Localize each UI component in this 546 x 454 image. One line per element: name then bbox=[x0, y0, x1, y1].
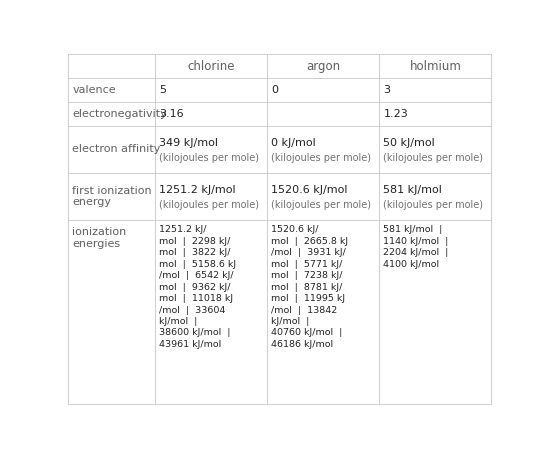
Text: (kilojoules per mole): (kilojoules per mole) bbox=[383, 200, 484, 210]
Text: 1520.6 kJ/
mol  |  2665.8 kJ
/mol  |  3931 kJ/
mol  |  5771 kJ/
mol  |  7238 kJ/: 1520.6 kJ/ mol | 2665.8 kJ /mol | 3931 k… bbox=[271, 226, 348, 349]
Text: chlorine: chlorine bbox=[187, 60, 235, 73]
Text: 581 kJ/mol  |
1140 kJ/mol  |
2204 kJ/mol  |
4100 kJ/mol: 581 kJ/mol | 1140 kJ/mol | 2204 kJ/mol |… bbox=[383, 226, 449, 269]
Text: ionization
energies: ionization energies bbox=[73, 227, 127, 249]
Text: 50 kJ/mol: 50 kJ/mol bbox=[383, 138, 435, 148]
Text: valence: valence bbox=[73, 85, 116, 95]
Text: first ionization
energy: first ionization energy bbox=[73, 186, 152, 207]
Text: (kilojoules per mole): (kilojoules per mole) bbox=[271, 200, 371, 210]
Text: (kilojoules per mole): (kilojoules per mole) bbox=[159, 153, 259, 163]
Text: 3.16: 3.16 bbox=[159, 109, 184, 119]
Text: 349 kJ/mol: 349 kJ/mol bbox=[159, 138, 218, 148]
Text: holmium: holmium bbox=[410, 60, 461, 73]
Text: 1251.2 kJ/mol: 1251.2 kJ/mol bbox=[159, 185, 236, 196]
Text: 1251.2 kJ/
mol  |  2298 kJ/
mol  |  3822 kJ/
mol  |  5158.6 kJ
/mol  |  6542 kJ/: 1251.2 kJ/ mol | 2298 kJ/ mol | 3822 kJ/… bbox=[159, 226, 236, 349]
Text: electronegativity: electronegativity bbox=[73, 109, 167, 119]
Text: 5: 5 bbox=[159, 85, 166, 95]
Text: argon: argon bbox=[306, 60, 340, 73]
Text: 0 kJ/mol: 0 kJ/mol bbox=[271, 138, 316, 148]
Text: 3: 3 bbox=[383, 85, 390, 95]
Text: 581 kJ/mol: 581 kJ/mol bbox=[383, 185, 442, 196]
Text: electron affinity: electron affinity bbox=[73, 144, 161, 154]
Text: 0: 0 bbox=[271, 85, 278, 95]
Text: (kilojoules per mole): (kilojoules per mole) bbox=[159, 200, 259, 210]
Text: 1520.6 kJ/mol: 1520.6 kJ/mol bbox=[271, 185, 348, 196]
Text: 1.23: 1.23 bbox=[383, 109, 408, 119]
Text: (kilojoules per mole): (kilojoules per mole) bbox=[383, 153, 484, 163]
Text: (kilojoules per mole): (kilojoules per mole) bbox=[271, 153, 371, 163]
